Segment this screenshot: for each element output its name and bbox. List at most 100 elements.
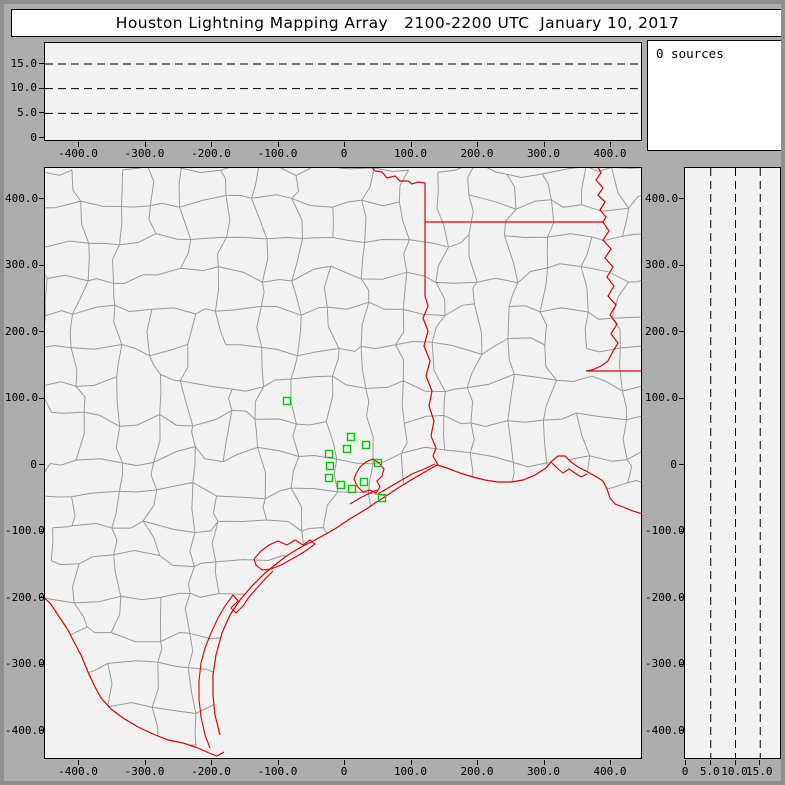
tick-mark bbox=[144, 142, 146, 147]
tick-mark bbox=[679, 198, 684, 199]
tick-mark bbox=[685, 760, 686, 765]
tick-mark bbox=[277, 760, 279, 765]
altitude-east-west-panel[interactable] bbox=[44, 42, 642, 141]
map-y-tick-label: -200.0 bbox=[5, 590, 45, 604]
tick-mark bbox=[679, 464, 684, 465]
map-x-tick-label: 300.0 bbox=[526, 765, 561, 778]
map-y-tick-label: 200.0 bbox=[5, 324, 39, 338]
tick-mark bbox=[679, 597, 684, 598]
map-y-tick-label: -100.0 bbox=[5, 524, 45, 537]
boundary-red-river bbox=[371, 168, 426, 185]
tick-mark bbox=[78, 142, 79, 147]
altitude-north-south-panel[interactable] bbox=[684, 167, 781, 759]
tick-mark bbox=[344, 760, 345, 765]
tick-mark bbox=[39, 530, 44, 532]
top-x-tick-label: 200.0 bbox=[460, 147, 494, 160]
lma-station-marker bbox=[359, 477, 369, 487]
tick-mark bbox=[679, 264, 684, 266]
tick-mark bbox=[211, 760, 212, 765]
tick-mark bbox=[543, 142, 545, 147]
top-x-tick-label: -200.0 bbox=[191, 147, 231, 160]
altitude-north-south-plot bbox=[710, 168, 761, 758]
lma-station-marker bbox=[346, 432, 356, 442]
tick-mark bbox=[759, 760, 761, 765]
title-bar: Houston Lightning Mapping Array 2100-220… bbox=[11, 9, 781, 37]
map-y-tick-label: 300.0 bbox=[5, 258, 39, 271]
top-x-tick-label: 400.0 bbox=[593, 147, 627, 160]
map-x-tick-label: -300.0 bbox=[124, 765, 165, 778]
right-y-tick-label: -100.0 bbox=[645, 524, 685, 537]
tick-mark bbox=[78, 760, 79, 765]
boundary-padre-mainland-shore bbox=[198, 570, 274, 749]
map-y-tick-label: 400.0 bbox=[5, 191, 39, 205]
boundary-galveston-island bbox=[349, 489, 378, 505]
tick-mark bbox=[410, 760, 412, 765]
right-y-tick-label: -400.0 bbox=[645, 723, 685, 737]
tick-mark bbox=[477, 142, 478, 147]
boundary-mississippi-river bbox=[585, 168, 619, 372]
map-x-tick-label: -400.0 bbox=[58, 765, 98, 778]
tick-mark bbox=[277, 142, 279, 147]
top-x-tick-label: -300.0 bbox=[124, 147, 165, 160]
map-x-tick-label: -200.0 bbox=[191, 765, 231, 778]
tick-mark bbox=[39, 331, 44, 332]
boundary-rio-grande bbox=[45, 597, 225, 757]
lma-station-marker bbox=[342, 444, 352, 454]
tick-mark bbox=[39, 112, 44, 114]
right-x-tick-label: 10.0 bbox=[721, 765, 748, 778]
right-x-tick-label: 0 bbox=[681, 765, 689, 778]
tick-mark bbox=[39, 137, 44, 138]
top-y-tick-label: 10.0 bbox=[10, 81, 38, 95]
right-y-tick-label: 400.0 bbox=[645, 191, 679, 205]
top-y-tick-label: 15.0 bbox=[10, 56, 38, 70]
tick-mark bbox=[39, 63, 44, 64]
map-x-tick-label: 0 bbox=[340, 765, 348, 778]
map-y-tick-label: -400.0 bbox=[5, 723, 45, 737]
tick-mark bbox=[211, 142, 212, 147]
tick-mark bbox=[610, 760, 611, 765]
top-x-tick-label: -100.0 bbox=[257, 147, 298, 160]
boundary-matagorda-bay bbox=[253, 539, 316, 571]
tick-mark bbox=[477, 760, 478, 765]
plan-view-map-panel[interactable] bbox=[44, 167, 642, 759]
tick-mark bbox=[543, 760, 545, 765]
tick-mark bbox=[679, 730, 684, 731]
lma-station-marker bbox=[361, 440, 371, 450]
lma-station-marker bbox=[336, 480, 346, 490]
boundary-tx-east-border bbox=[422, 183, 439, 466]
right-x-tick-label: 15.0 bbox=[746, 765, 773, 778]
tick-mark bbox=[679, 397, 684, 399]
lma-station-marker bbox=[282, 396, 292, 406]
tick-mark bbox=[39, 663, 44, 665]
tick-mark bbox=[410, 142, 412, 147]
tick-mark bbox=[679, 331, 684, 332]
right-y-tick-label: 200.0 bbox=[645, 324, 679, 338]
lma-station-marker bbox=[325, 461, 335, 471]
source-count-box: 0 sources bbox=[647, 40, 781, 151]
boundary-la-coast bbox=[436, 455, 641, 515]
tick-mark bbox=[679, 530, 684, 532]
tick-mark bbox=[679, 663, 684, 665]
lma-station-marker bbox=[324, 449, 334, 459]
tick-mark bbox=[39, 397, 44, 399]
boundary-galveston-bay bbox=[353, 458, 385, 494]
top-y-tick-label: 0 bbox=[30, 130, 37, 144]
lma-station-marker bbox=[373, 458, 383, 468]
right-y-tick-label: 0 bbox=[670, 457, 677, 471]
tick-mark bbox=[144, 760, 146, 765]
tick-mark bbox=[39, 597, 44, 598]
page-title: Houston Lightning Mapping Array 2100-220… bbox=[115, 14, 680, 32]
tick-mark bbox=[39, 464, 44, 465]
right-y-tick-label: -300.0 bbox=[645, 657, 685, 670]
top-x-tick-label: 300.0 bbox=[526, 147, 561, 160]
top-x-tick-label: 0 bbox=[340, 147, 348, 160]
right-x-tick-label: 5.0 bbox=[699, 765, 720, 778]
map-y-tick-label: -300.0 bbox=[5, 657, 45, 670]
tick-mark bbox=[344, 142, 345, 147]
map-x-tick-label: 400.0 bbox=[593, 765, 627, 778]
map-x-tick-label: 100.0 bbox=[393, 765, 428, 778]
boundary-gulf-coast bbox=[212, 464, 438, 736]
lma-station-marker bbox=[377, 493, 387, 503]
top-x-tick-label: -400.0 bbox=[58, 147, 98, 160]
